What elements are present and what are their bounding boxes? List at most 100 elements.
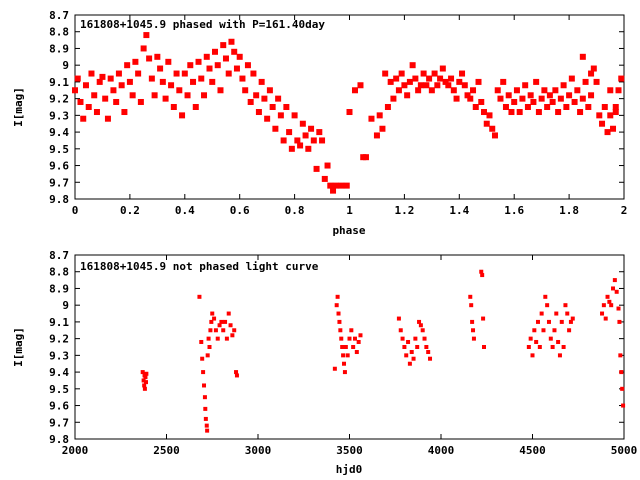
y-tick-label: 9.5 [49,143,69,156]
data-point [72,87,78,94]
data-point [280,137,287,144]
data-point [599,120,606,127]
data-point [140,370,145,375]
data-point [530,98,537,105]
data-point [223,319,228,324]
data-point [209,78,216,85]
data-point [207,345,212,349]
data-point [472,104,479,110]
y-tick-label: 8.9 [49,42,69,55]
data-point [347,336,352,341]
data-point [340,345,345,349]
x-tick-label: 1 [346,204,353,217]
data-point [247,98,254,105]
y-tick-label: 8.8 [49,266,69,279]
data-point [615,87,622,94]
data-point [302,132,309,139]
data-point [173,70,180,77]
data-point [212,316,217,321]
data-point [349,328,354,333]
data-point [165,58,172,65]
data-point [404,353,409,358]
y-tick-label: 9.1 [49,76,69,89]
data-point [242,87,249,94]
data-point [230,333,235,338]
data-point [546,319,551,324]
data-point [201,92,208,99]
data-point [233,65,240,72]
data-point [324,162,331,169]
data-point [500,78,507,85]
data-point [250,70,257,77]
data-point [489,125,496,132]
data-point [258,78,265,85]
data-point [555,109,562,116]
data-point [607,112,614,119]
data-point [384,104,391,110]
data-point [459,70,466,77]
x-tick-label: 4500 [519,444,546,457]
y-tick-label: 8.8 [49,26,69,39]
y-axis-label: I[mag] [12,87,25,127]
data-point [379,125,386,132]
data-point [612,109,619,116]
data-point [396,316,401,321]
data-point [491,132,498,139]
data-point [135,70,142,77]
data-point [426,75,433,82]
y-tick-label: 9.5 [49,383,69,396]
data-point [439,65,446,72]
data-point [201,370,206,375]
data-point [467,95,474,102]
data-point [199,339,204,344]
data-point [533,78,540,85]
data-point [535,109,542,116]
data-point [612,278,617,283]
data-point [513,87,520,94]
y-tick-label: 8.7 [49,9,69,22]
data-point [590,65,597,72]
data-point [382,70,389,77]
y-tick-label: 9.6 [49,400,69,413]
data-point [567,328,572,333]
data-point [411,356,416,361]
data-point [505,92,512,99]
data-point [332,182,339,189]
data-point [220,42,227,49]
data-point [217,87,224,94]
data-point [132,58,139,65]
data-point [530,353,535,358]
data-point [442,78,449,85]
data-point [482,345,487,349]
data-point [198,75,205,82]
data-point [334,303,339,308]
data-point [423,82,430,89]
data-point [206,65,213,72]
data-point [481,109,488,116]
data-point [291,112,298,119]
data-point [413,336,418,341]
data-point [203,416,208,421]
data-point [308,125,315,132]
data-point [264,115,271,122]
data-point [335,294,340,299]
data-point [206,336,211,341]
data-point [541,87,548,94]
data-point [170,104,177,110]
data-point [494,87,501,94]
data-point [456,78,463,85]
data-point [104,115,111,122]
data-point [568,319,573,324]
data-point [538,95,545,102]
data-point [481,316,486,321]
data-point [568,75,575,82]
x-tick-label: 2 [621,204,628,217]
phased-light-curve-panel: 161808+1045.9 phased with P=161.40day ph… [12,9,627,237]
data-point [619,370,624,375]
data-point [428,87,435,94]
data-point [453,95,460,102]
data-point [532,328,537,333]
data-point [426,350,431,355]
data-point [400,336,405,341]
